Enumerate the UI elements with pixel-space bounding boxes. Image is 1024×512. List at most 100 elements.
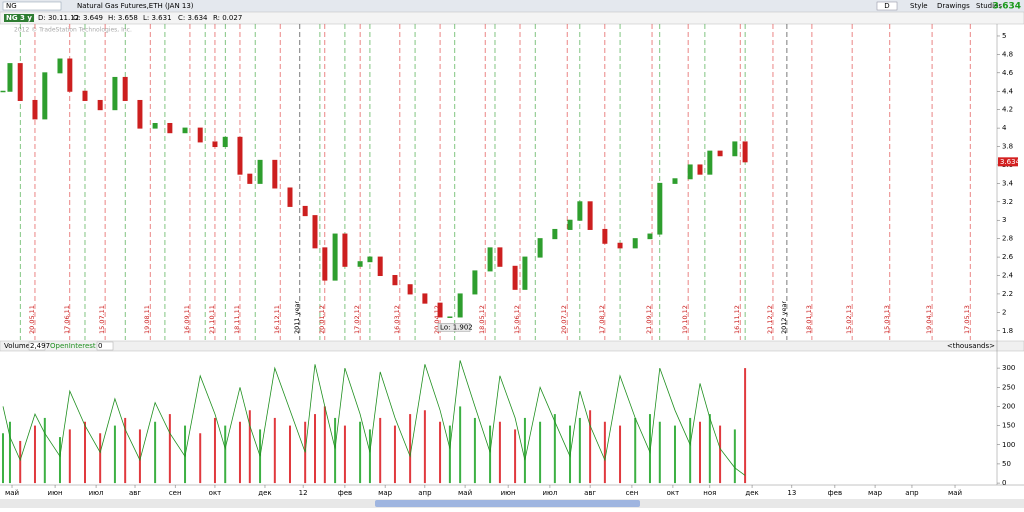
- candle: [552, 228, 558, 240]
- candle: [742, 141, 748, 163]
- symbol: NG: [6, 2, 17, 10]
- volume-bar: [744, 368, 747, 484]
- y-tick-label: 300: [1002, 364, 1015, 372]
- x-tick-label: май: [5, 489, 19, 497]
- legend-value: 0: [98, 342, 102, 350]
- expiry-label: 18.11.11: [233, 305, 241, 334]
- y-tick-label: 1.8: [1002, 327, 1013, 335]
- candle: [67, 58, 73, 92]
- candle: [7, 63, 13, 92]
- candle: [17, 63, 23, 101]
- x-tick-label: авг: [129, 489, 141, 497]
- x-tick-label: мар: [868, 489, 883, 497]
- scrollbar-thumb[interactable]: [375, 500, 640, 507]
- expiry-label: 17.05.13: [963, 305, 971, 334]
- candle: [302, 205, 308, 217]
- expiry-label: 19.04.13: [925, 305, 933, 334]
- symbol-badge: [4, 14, 34, 22]
- candle: [247, 173, 253, 184]
- studies-button[interactable]: Studies: [976, 2, 1002, 10]
- symbol-input[interactable]: [2, 1, 62, 11]
- candle: [632, 238, 638, 249]
- volume-bar: [368, 429, 371, 484]
- year-label: 2012 year: [780, 301, 788, 334]
- y-tick-label: 2.2: [1002, 290, 1013, 298]
- volume-bar: [213, 417, 216, 484]
- low-label: Lo: 1.902: [440, 323, 473, 331]
- legend-name: OpenInterest: [50, 342, 96, 350]
- x-tick-label: дек: [258, 489, 271, 497]
- x-tick-label: июн: [501, 489, 516, 497]
- volume-bar: [248, 410, 251, 484]
- candle: [687, 164, 693, 180]
- expiry-label: 15.02.13: [845, 305, 853, 334]
- x-tick-label: мар: [378, 489, 393, 497]
- expiry-label: 16.12.11: [273, 305, 281, 334]
- expiry-label: 20.04.12: [433, 305, 441, 334]
- x-tick-label: дек: [745, 489, 758, 497]
- volume-bar: [68, 429, 71, 484]
- candle: [512, 265, 518, 290]
- x-tick-label: сен: [626, 489, 639, 497]
- volume-bar: [379, 417, 382, 484]
- y-tick-label: 2.4: [1002, 272, 1014, 280]
- units-label: <thousands>: [947, 342, 995, 350]
- volume-bar: [439, 421, 442, 484]
- info-field: O: 3.649: [73, 14, 103, 22]
- legend-value-box: [28, 341, 46, 351]
- volume-bar: [314, 414, 317, 484]
- expiry-label: 16.03.12: [393, 305, 401, 334]
- volume-bar: [658, 421, 661, 484]
- info-bar: [0, 11, 1024, 25]
- y-tick-label: 3.4: [1002, 179, 1014, 187]
- info-field: H: 3.658: [108, 14, 138, 22]
- expiry-label: 20.01.12: [318, 305, 326, 334]
- expiry-label: 18.05.12: [478, 305, 486, 334]
- y-tick-label: 3.8: [1002, 143, 1013, 151]
- candle: [577, 201, 583, 221]
- candle: [222, 136, 228, 148]
- y-tick-label: 4.8: [1002, 50, 1013, 58]
- expiry-label: 20.05.11: [28, 305, 36, 334]
- volume-bar: [99, 433, 102, 484]
- candle: [342, 233, 348, 267]
- open-interest-line: [2, 360, 746, 476]
- expiry-label: 21.12.12: [766, 305, 774, 334]
- info-fields: D: 30.11.12O: 3.649 H: 3.658 L: 3.631 C: 3.…: [38, 14, 242, 22]
- volume-bar: [323, 406, 326, 484]
- volume-bar: [634, 417, 637, 484]
- expiry-label: 16.11.12: [733, 305, 741, 334]
- x-tick-label: окт: [209, 489, 222, 497]
- expiry-label: 21.09.12: [645, 305, 653, 334]
- toolbar: [0, 0, 1024, 12]
- expiry-label: 19.08.11: [143, 305, 151, 334]
- interval-box[interactable]: [876, 1, 898, 11]
- y-tick-label: 50: [1002, 460, 1011, 468]
- legend-name: Volume: [4, 342, 30, 350]
- candle: [567, 219, 573, 230]
- volume-bar: [589, 410, 592, 484]
- volume-bar: [553, 414, 556, 484]
- candle: [257, 159, 263, 184]
- volume-bar: [273, 417, 276, 484]
- candle: [647, 233, 653, 240]
- x-tick-label: сен: [169, 489, 182, 497]
- volume-bar: [224, 425, 227, 484]
- candle: [237, 136, 243, 175]
- candle: [537, 238, 543, 258]
- drawings-button[interactable]: Drawings: [937, 2, 970, 10]
- volume-bar: [689, 417, 692, 484]
- volume-bar: [58, 437, 61, 484]
- volume-bar: [199, 433, 202, 484]
- style-button[interactable]: Style: [910, 2, 928, 10]
- volume-bar: [138, 429, 141, 484]
- description: Natural Gas Futures,ETH (JAN 13): [77, 2, 194, 10]
- expiry-label: 17.08.12: [598, 305, 606, 334]
- volume-bar: [33, 425, 36, 484]
- volume-bar: [539, 421, 542, 484]
- volume-bar: [489, 425, 492, 484]
- x-tick-label: 13: [787, 489, 796, 497]
- volume-bar: [619, 425, 622, 484]
- last-value-label: 3.634: [1000, 158, 1021, 166]
- expiry-label: 17.02.12: [353, 305, 361, 334]
